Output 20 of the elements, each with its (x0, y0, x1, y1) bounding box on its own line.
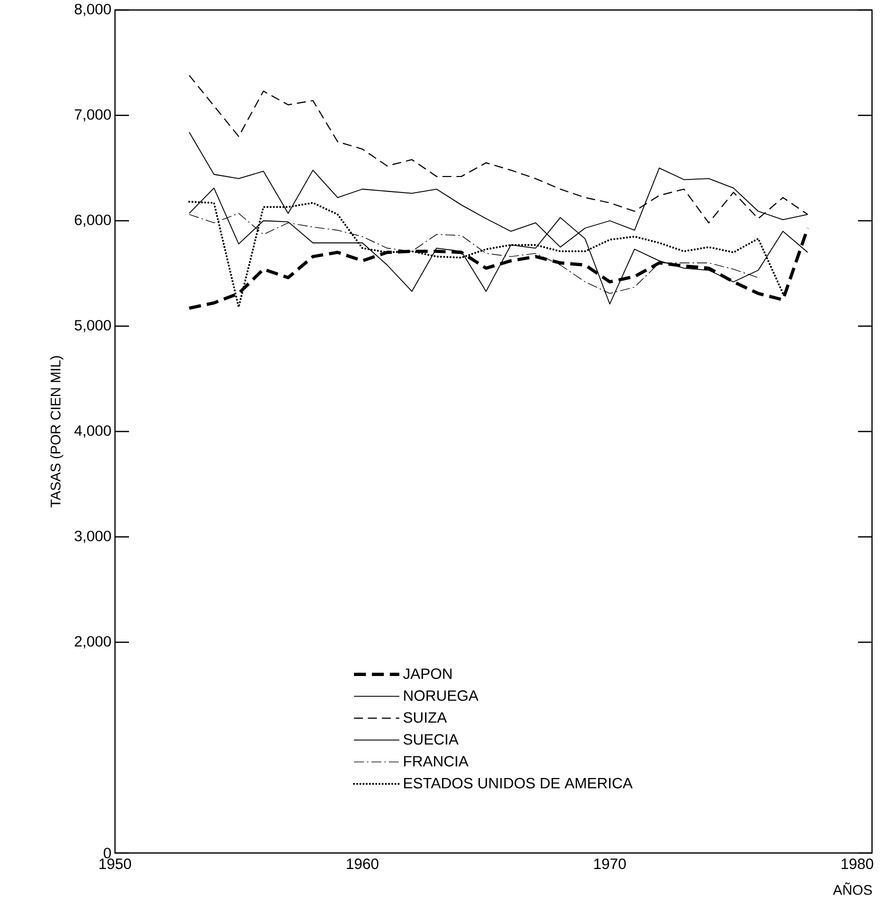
y-tick-label: 8,000 (74, 4, 111, 16)
legend-label: SUECIA (404, 734, 459, 745)
y-tick-label: 4,000 (74, 425, 111, 438)
legend-label: ESTADOS UNIDOS DE AMERICA (404, 778, 633, 788)
y-tick-label: 2,000 (74, 636, 111, 648)
legend-label: FRANCIA (404, 756, 468, 767)
y-axis-title: TASAS (POR CIEN MIL) (50, 356, 64, 508)
x-tick-label: 1980 (842, 858, 874, 870)
legend-label: NORUEGA (404, 690, 478, 701)
x-tick-label: 1960 (346, 858, 378, 870)
x-tick-label: 1950 (100, 858, 132, 870)
x-axis-title: AÑOS (832, 882, 872, 895)
x-tick-label: 1970 (594, 858, 626, 870)
legend-label: JAPON (403, 668, 452, 679)
y-tick-label: 6,000 (74, 214, 111, 227)
y-tick-label: 5,000 (74, 320, 111, 332)
y-tick-label: 0 (104, 848, 111, 858)
y-tick-label: 3,000 (74, 530, 111, 544)
y-tick-label: 7,000 (74, 109, 111, 122)
legend-label: SUIZA (404, 712, 447, 723)
